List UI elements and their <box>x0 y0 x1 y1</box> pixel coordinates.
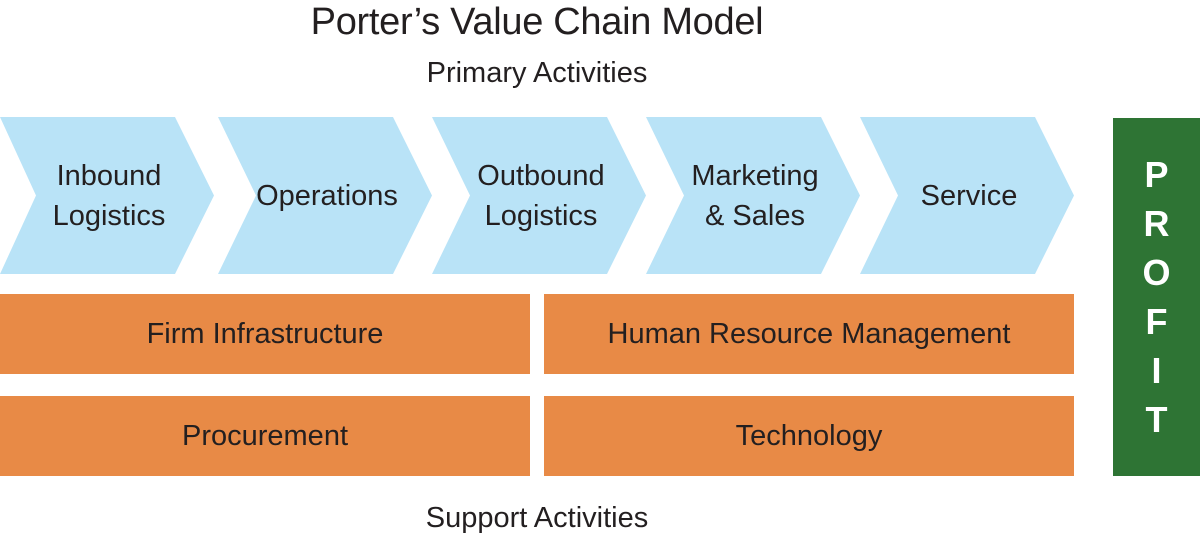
support-procurement: Procurement <box>0 396 530 476</box>
profit-bar: P R O F I T <box>1113 118 1200 476</box>
chevron-label: Inbound Logistics <box>52 159 166 232</box>
profit-letter: T <box>1145 399 1168 440</box>
chevron-label: Service <box>920 179 1018 212</box>
chevron-inbound-logistics: Inbound Logistics <box>0 117 214 274</box>
primary-activities-label: Primary Activities <box>426 57 648 89</box>
chevron-label: Outbound Logistics <box>477 159 605 232</box>
chevron-service: Service <box>860 117 1074 274</box>
support-technology: Technology <box>544 396 1074 476</box>
chevron-label: Operations <box>256 179 398 212</box>
support-activities-label: Support Activities <box>425 502 649 534</box>
profit-letter: F <box>1145 301 1168 342</box>
support-firm-infrastructure: Firm Infrastructure <box>0 294 530 374</box>
chevron-marketing-sales: Marketing & Sales <box>646 117 860 274</box>
diagram-title: Porter’s Value Chain Model <box>310 1 764 43</box>
support-label: Human Resource Management <box>607 318 1011 350</box>
profit-letter: O <box>1142 252 1171 293</box>
profit-letter: I <box>1151 350 1162 391</box>
support-label: Technology <box>735 420 883 452</box>
profit-letter: P <box>1144 154 1169 195</box>
profit-letter: R <box>1143 203 1170 244</box>
support-human-resource-management: Human Resource Management <box>544 294 1074 374</box>
chevron-operations: Operations <box>218 117 432 274</box>
chevron-label: Marketing & Sales <box>691 159 819 232</box>
support-label: Procurement <box>181 420 348 452</box>
primary-activities-row: Inbound Logistics Operations Outbound Lo… <box>0 117 1076 274</box>
support-label: Firm Infrastructure <box>146 318 384 350</box>
chevron-outbound-logistics: Outbound Logistics <box>432 117 646 274</box>
